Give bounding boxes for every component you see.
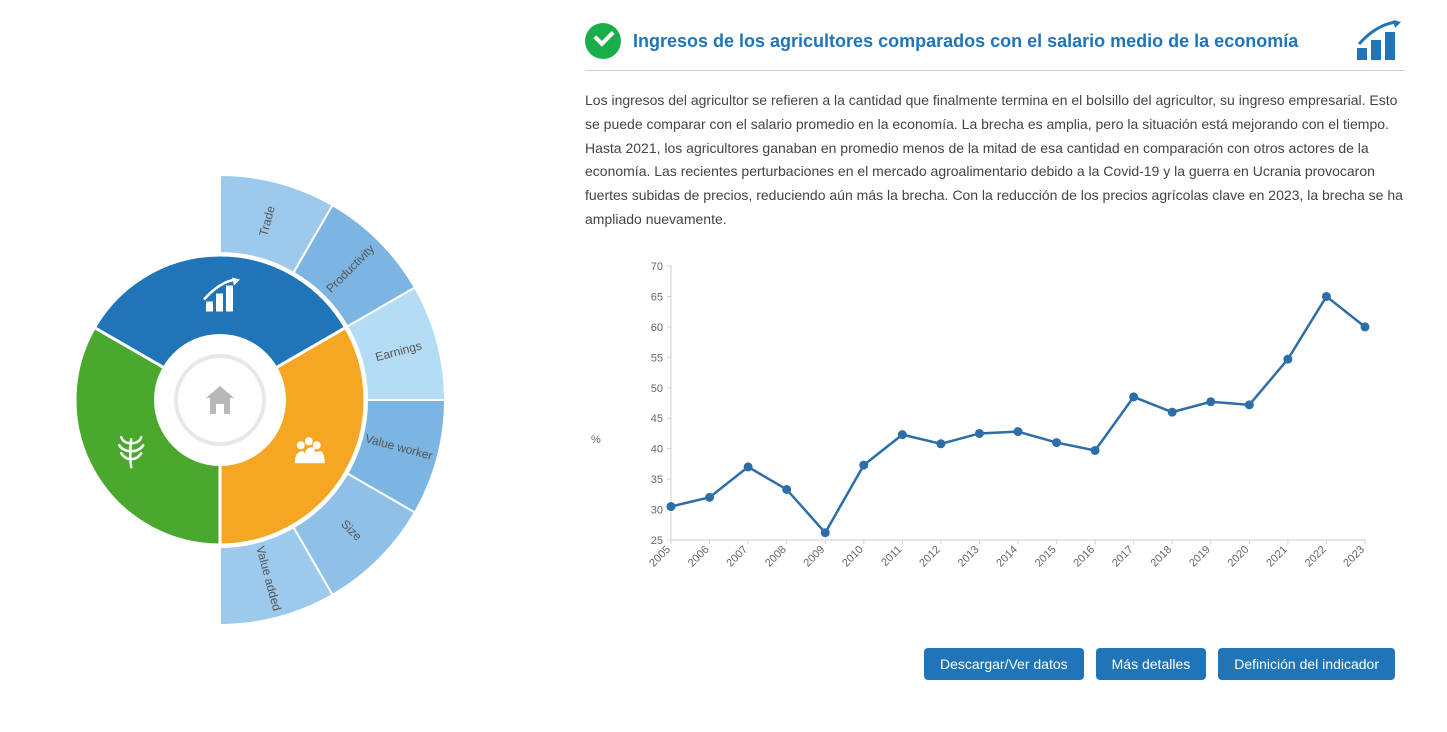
svg-text:2015: 2015 (1033, 543, 1059, 569)
svg-text:2016: 2016 (1071, 543, 1097, 569)
details-button[interactable]: Más detalles (1096, 648, 1207, 680)
svg-text:2021: 2021 (1264, 543, 1290, 569)
description-text: Los ingresos del agricultor se refieren … (585, 89, 1405, 232)
svg-text:65: 65 (651, 291, 663, 303)
content-panel: Ingresos de los agricultores comparados … (585, 20, 1405, 680)
svg-text:2023: 2023 (1341, 543, 1367, 569)
bar-chart-trend-icon (1355, 20, 1405, 62)
svg-text:2017: 2017 (1110, 543, 1136, 569)
svg-text:30: 30 (651, 504, 663, 516)
svg-text:40: 40 (651, 443, 663, 455)
svg-text:70: 70 (651, 261, 663, 273)
svg-text:2011: 2011 (879, 543, 904, 568)
svg-text:2009: 2009 (802, 543, 828, 569)
svg-text:2013: 2013 (956, 543, 982, 569)
header-row: Ingresos de los agricultores comparados … (585, 20, 1405, 71)
svg-text:60: 60 (651, 322, 663, 334)
definition-button[interactable]: Definición del indicador (1218, 648, 1395, 680)
action-buttons: Descargar/Ver datos Más detalles Definic… (585, 648, 1405, 680)
svg-text:2014: 2014 (994, 543, 1020, 569)
nav-wheel-svg: TradeProductivityEarningsValue workerSiz… (20, 140, 500, 660)
svg-text:25: 25 (651, 535, 663, 547)
svg-text:2020: 2020 (1226, 543, 1252, 569)
line-chart: % 25 30 35 40 45 50 55 60 65 70 2005 2006 2007 2008 20… (585, 250, 1395, 630)
svg-text:35: 35 (651, 474, 663, 486)
line-chart-svg: 25 30 35 40 45 50 55 60 65 70 2005 2006 2007 2008 2009… (635, 260, 1375, 580)
svg-text:55: 55 (651, 352, 663, 364)
page-title: Ingresos de los agricultores comparados … (633, 30, 1343, 53)
svg-text:2008: 2008 (763, 543, 789, 569)
svg-text:2018: 2018 (1149, 543, 1175, 569)
svg-text:2022: 2022 (1303, 543, 1329, 569)
nav-wheel: TradeProductivityEarningsValue workerSiz… (20, 140, 500, 620)
download-button[interactable]: Descargar/Ver datos (924, 648, 1084, 680)
status-check-icon (585, 23, 621, 59)
svg-text:2007: 2007 (724, 543, 750, 569)
svg-text:2010: 2010 (840, 543, 866, 569)
svg-text:2006: 2006 (686, 543, 712, 569)
y-axis-label: % (591, 434, 601, 446)
svg-text:2012: 2012 (917, 543, 943, 569)
svg-text:2005: 2005 (647, 543, 673, 569)
svg-text:50: 50 (651, 383, 663, 395)
svg-text:2019: 2019 (1187, 543, 1213, 569)
svg-text:45: 45 (651, 413, 663, 425)
